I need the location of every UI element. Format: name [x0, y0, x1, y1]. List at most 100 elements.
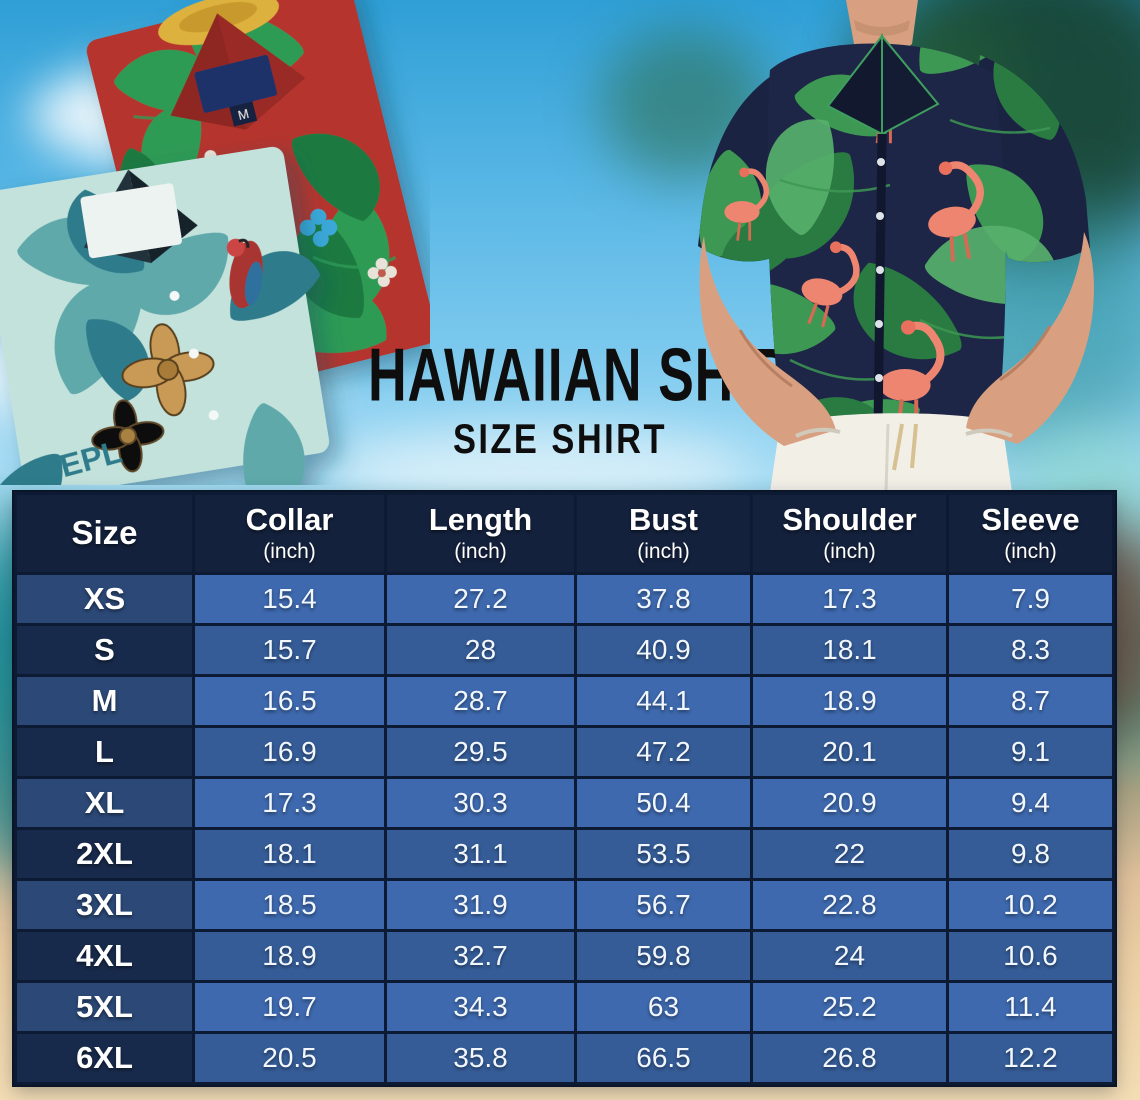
- model-arms: [699, 232, 1094, 446]
- parrot: [226, 238, 263, 309]
- measurement-cell: 11.4: [946, 980, 1115, 1034]
- measurement-cell: 18.1: [192, 827, 387, 881]
- drawstring: [892, 423, 918, 471]
- measurement-cell: 31.1: [384, 827, 577, 881]
- measurement-cell: 30.3: [384, 776, 577, 830]
- column-label: Sleeve: [981, 502, 1080, 538]
- size-row-l: L 16.9 29.5 47.2 20.1 9.1: [14, 725, 1115, 779]
- measurement-cell: 22.8: [750, 878, 949, 932]
- measurement-cell: 35.8: [384, 1031, 577, 1085]
- measurement-cell: 18.5: [192, 878, 387, 932]
- column-header-size: Size: [14, 492, 195, 575]
- table-body: XS 15.4 27.2 37.8 17.3 7.9 S 15.7 28 40.9 18.1 8.3 M…: [14, 572, 1115, 1085]
- measurement-cell: 32.7: [384, 929, 577, 983]
- measurement-cell: 10.6: [946, 929, 1115, 983]
- measurement-cell: 34.3: [384, 980, 577, 1034]
- measurement-cell: 16.5: [192, 674, 387, 728]
- measurement-cell: 40.9: [574, 623, 753, 677]
- pocket-slit: [795, 427, 1013, 438]
- chest-pocket: [80, 183, 182, 259]
- measurement-cell: 53.5: [574, 827, 753, 881]
- column-label: Length: [428, 502, 533, 538]
- measurement-cell: 22: [750, 827, 949, 881]
- hibiscus-flower: [91, 323, 215, 473]
- measurement-cell: 19.7: [192, 980, 387, 1034]
- size-row-s: S 15.7 28 40.9 18.1 8.3: [14, 623, 1115, 677]
- measurement-cell: 20.9: [750, 776, 949, 830]
- flamingo-shirt: [698, 33, 1090, 429]
- measurement-cell: 15.4: [192, 572, 387, 626]
- measurement-cell: 56.7: [574, 878, 753, 932]
- column-label: Size: [71, 514, 138, 552]
- measurement-cell: 29.5: [384, 725, 577, 779]
- column-unit: (inch): [454, 539, 507, 563]
- measurement-cell: 15.7: [192, 623, 387, 677]
- column-unit: (inch): [263, 539, 316, 563]
- white-pants: [770, 413, 1012, 492]
- size-label: L: [14, 725, 195, 779]
- measurement-cell: 59.8: [574, 929, 753, 983]
- size-label: 3XL: [14, 878, 195, 932]
- measurement-cell: 28.7: [384, 674, 577, 728]
- column-header-sleeve: Sleeve (inch): [946, 492, 1115, 575]
- collar-label: [194, 54, 278, 113]
- measurement-cell: 18.1: [750, 623, 949, 677]
- size-row-m: M 16.5 28.7 44.1 18.9 8.7: [14, 674, 1115, 728]
- measurement-cell: 17.3: [750, 572, 949, 626]
- size-label: XL: [14, 776, 195, 830]
- model-neck: [846, 0, 918, 53]
- size-label: S: [14, 623, 195, 677]
- measurement-cell: 18.9: [192, 929, 387, 983]
- size-label: 2XL: [14, 827, 195, 881]
- measurement-cell: 20.5: [192, 1031, 387, 1085]
- size-label: 4XL: [14, 929, 195, 983]
- size-chart-table: Size Collar (inch) Length (inch) Bust (inch) Sh…: [14, 492, 1115, 1085]
- measurement-cell: 18.9: [750, 674, 949, 728]
- column-label: Bust: [629, 502, 698, 538]
- measurement-cell: 66.5: [574, 1031, 753, 1085]
- measurement-cell: 20.1: [750, 725, 949, 779]
- measurement-cell: 50.4: [574, 776, 753, 830]
- measurement-cell: 12.2: [946, 1031, 1115, 1085]
- size-row-4xl: 4XL 18.9 32.7 59.8 24 10.6: [14, 929, 1115, 983]
- column-unit: (inch): [1004, 539, 1057, 563]
- measurement-cell: 25.2: [750, 980, 949, 1034]
- size-label: M: [14, 674, 195, 728]
- column-header-collar: Collar (inch): [192, 492, 387, 575]
- table-header-row: Size Collar (inch) Length (inch) Bust (inch) Sh…: [14, 492, 1115, 575]
- measurement-cell: 8.7: [946, 674, 1115, 728]
- measurement-cell: 16.9: [192, 725, 387, 779]
- model-wearing-hawaiian-shirt-photo: [698, 0, 1094, 492]
- size-row-3xl: 3XL 18.5 31.9 56.7 22.8 10.2: [14, 878, 1115, 932]
- size-row-xs: XS 15.4 27.2 37.8 17.3 7.9: [14, 572, 1115, 626]
- column-header-bust: Bust (inch): [574, 492, 753, 575]
- column-header-length: Length (inch): [384, 492, 577, 575]
- measurement-cell: 9.4: [946, 776, 1115, 830]
- size-row-2xl: 2XL 18.1 31.1 53.5 22 9.8: [14, 827, 1115, 881]
- column-header-shoulder: Shoulder (inch): [750, 492, 949, 575]
- measurement-cell: 44.1: [574, 674, 753, 728]
- teal-hawaiian-shirt: EPL: [0, 146, 330, 485]
- measurement-cell: 27.2: [384, 572, 577, 626]
- measurement-cell: 28: [384, 623, 577, 677]
- measurement-cell: 8.3: [946, 623, 1115, 677]
- folded-hawaiian-shirts-photo: M: [0, 0, 430, 485]
- column-label: Collar: [245, 502, 334, 538]
- column-label: Shoulder: [782, 502, 917, 538]
- measurement-cell: 31.9: [384, 878, 577, 932]
- size-row-xl: XL 17.3 30.3 50.4 20.9 9.4: [14, 776, 1115, 830]
- size-row-5xl: 5XL 19.7 34.3 63 25.2 11.4: [14, 980, 1115, 1034]
- measurement-cell: 10.2: [946, 878, 1115, 932]
- measurement-cell: 7.9: [946, 572, 1115, 626]
- measurement-cell: 24: [750, 929, 949, 983]
- shirt-size-tag: M: [236, 106, 250, 123]
- size-label: XS: [14, 572, 195, 626]
- size-row-6xl: 6XL 20.5 35.8 66.5 26.8 12.2: [14, 1031, 1115, 1085]
- measurement-cell: 63: [574, 980, 753, 1034]
- measurement-cell: 17.3: [192, 776, 387, 830]
- measurement-cell: 47.2: [574, 725, 753, 779]
- measurement-cell: 9.1: [946, 725, 1115, 779]
- page-subtitle: SIZE SHIRT: [452, 415, 668, 462]
- size-label: 6XL: [14, 1031, 195, 1085]
